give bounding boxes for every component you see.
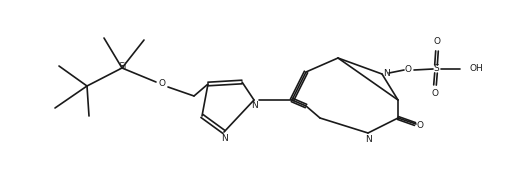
Text: N: N — [221, 134, 227, 143]
Text: S: S — [433, 64, 439, 74]
Text: N: N — [383, 69, 389, 78]
Text: O: O — [405, 65, 412, 74]
Text: Si: Si — [119, 62, 127, 71]
Text: OH: OH — [469, 64, 483, 74]
Text: O: O — [434, 37, 441, 46]
Text: O: O — [416, 121, 424, 130]
Text: N: N — [251, 101, 258, 110]
Text: O: O — [159, 80, 165, 89]
Text: O: O — [432, 90, 438, 99]
Text: N: N — [365, 134, 372, 143]
